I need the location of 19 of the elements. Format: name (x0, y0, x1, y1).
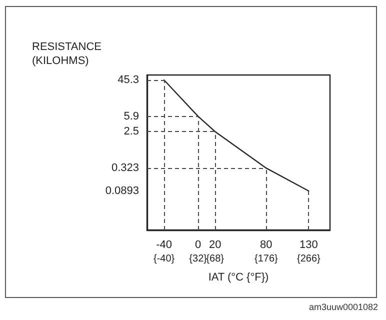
x2-tick-label: {266} (297, 254, 322, 264)
x2-tick-label: {68} (206, 254, 225, 264)
y-axis-title: RESISTANCE (KILOHMS) (32, 41, 105, 67)
x-axis-title: IAT (°C {°F}) (208, 272, 269, 284)
x-tick-label: 0 (195, 239, 202, 251)
y-tick-label: 45.3 (118, 74, 139, 86)
x2-tick-label: {32} (189, 254, 208, 264)
x-tick-label: 130 (300, 239, 318, 251)
y-tick-label: 2.5 (124, 126, 139, 138)
x-tick-label: -40 (156, 239, 172, 251)
x2-tick-label: {176} (254, 254, 278, 264)
y-tick-label: 0.323 (111, 162, 139, 174)
text: am3uuw0001082 (308, 302, 378, 312)
x-tick-label: 80 (260, 239, 272, 251)
y-tick-label: 0.0893 (105, 184, 139, 197)
x2-tick-label: {-40} (153, 254, 176, 264)
y-tick-label: 5.9 (124, 110, 139, 122)
x-tick-label: 20 (208, 239, 222, 251)
line-series (163, 79, 310, 192)
